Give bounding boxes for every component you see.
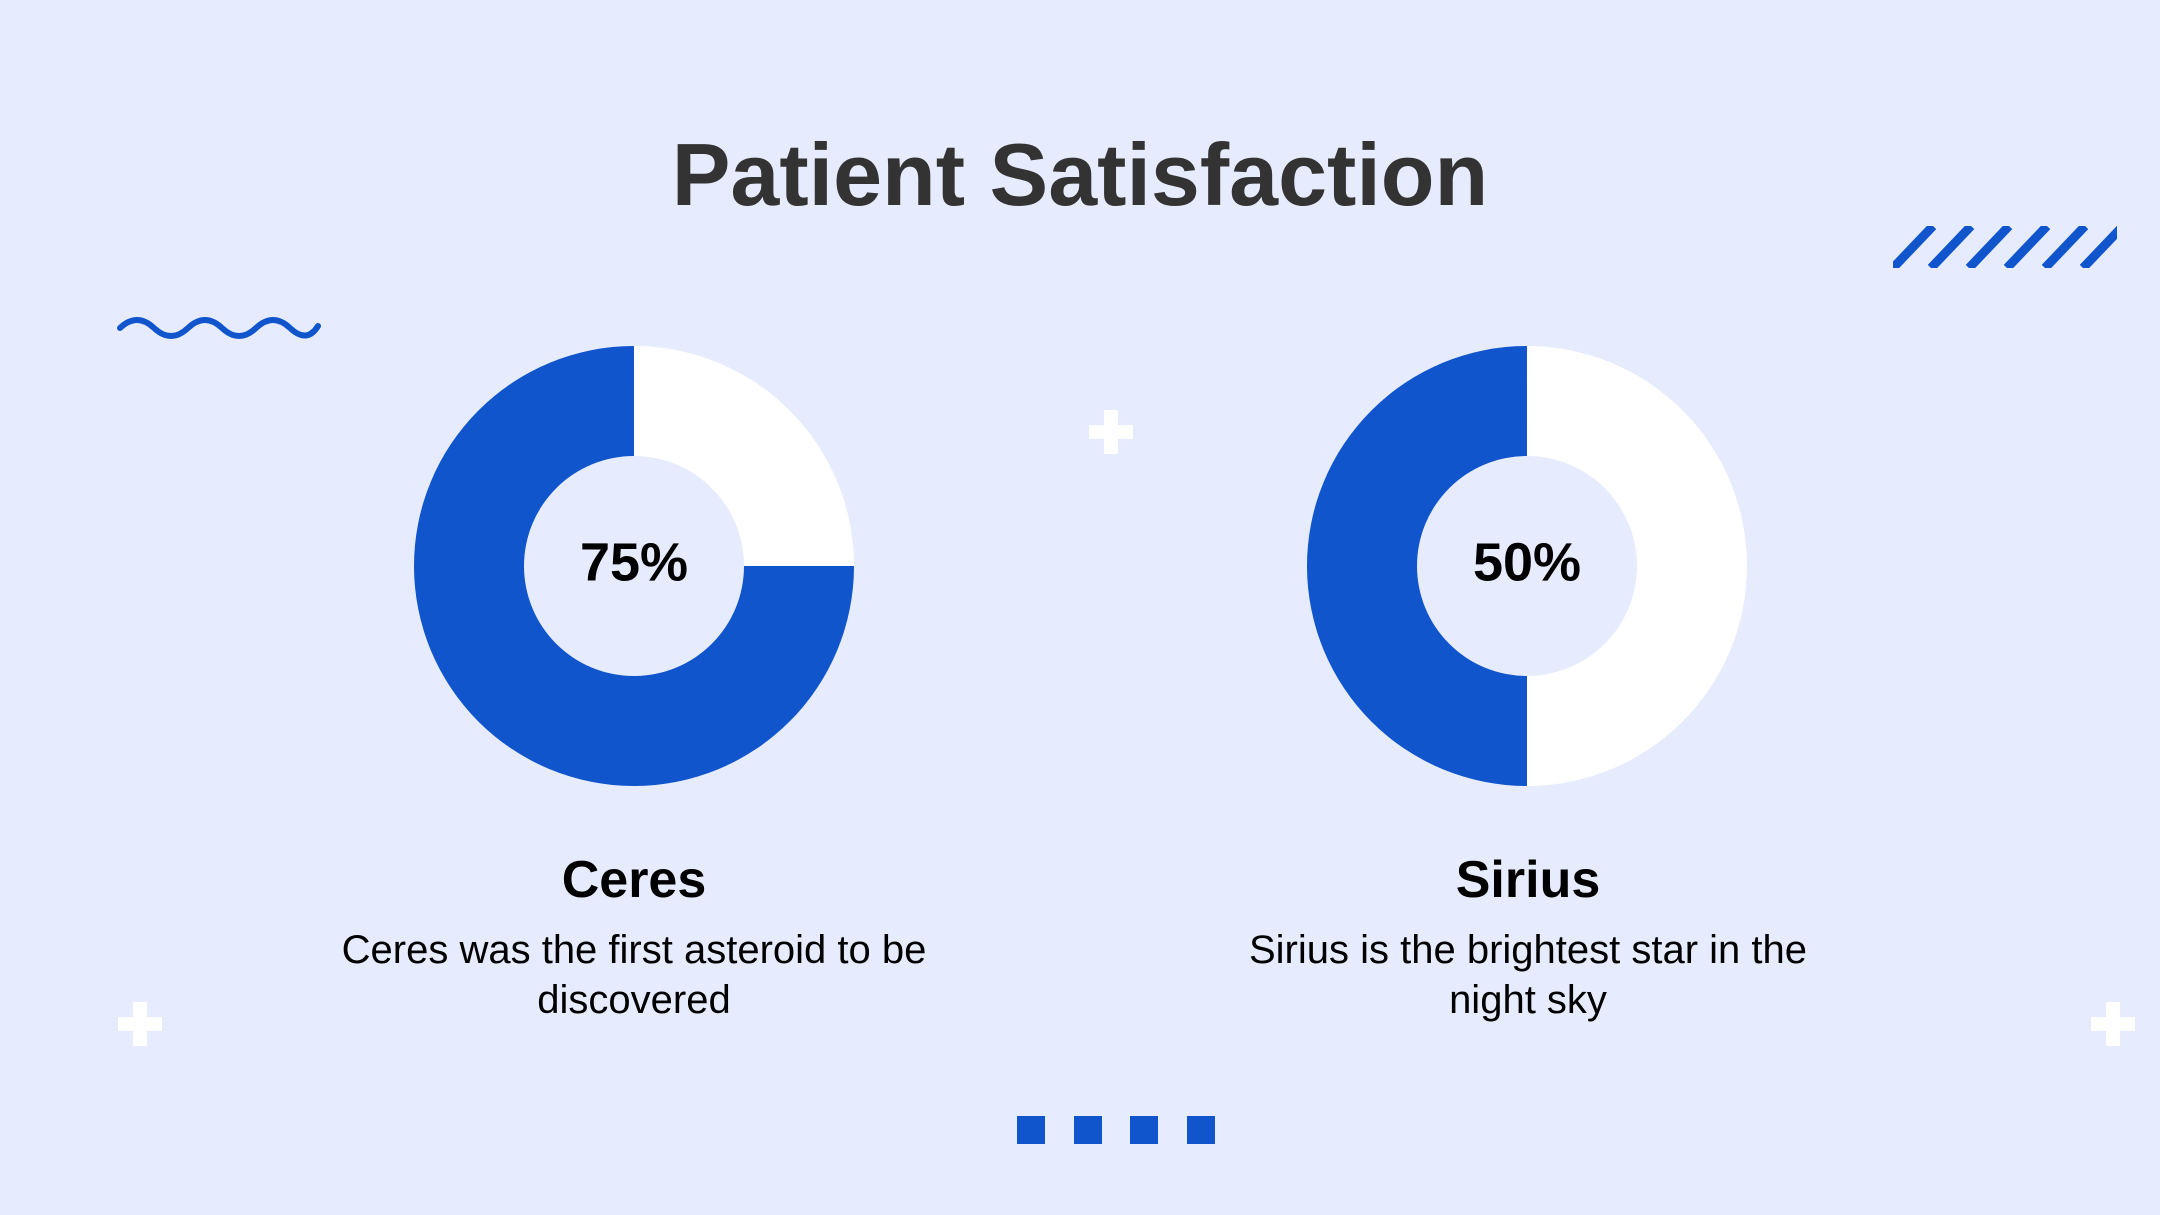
cross-decoration-right: [2091, 1002, 2135, 1046]
card-title-sirius: Sirius: [1455, 851, 1601, 909]
donut-chart-sirius: 50%: [1306, 346, 1747, 786]
card-description-ceres: Ceres was the first asteroid to be disco…: [284, 925, 984, 1025]
card-description-text-ceres: Ceres was the first asteroid to be disco…: [341, 928, 927, 1022]
donut-remainder-sirius: [1527, 346, 1747, 786]
stripe-line: [1893, 226, 1937, 268]
stripe-line: [2121, 226, 2160, 268]
cross-decoration-top: [1089, 410, 1133, 454]
donut-value-sirius: [1306, 346, 1527, 786]
squares-decoration: [1017, 1116, 1215, 1144]
stripe-line: [2041, 226, 2089, 268]
stripe-line: [2003, 226, 2051, 268]
donut-label-sirius: 50%: [1473, 532, 1581, 592]
stripe-line: [1965, 226, 2013, 268]
donut-label-ceres: 75%: [580, 532, 688, 592]
card-description-text-sirius: Sirius is the brightest star in the nigh…: [1248, 928, 1808, 1022]
donut-chart-ceres: 75%: [414, 346, 854, 786]
cross-decoration-left: [118, 1002, 162, 1046]
donut-value-ceres: [414, 346, 854, 786]
card-description-sirius: Sirius is the brightest star in the nigh…: [1178, 925, 1878, 1025]
page-title: Patient Satisfaction: [671, 125, 1489, 224]
wave-decoration: [117, 317, 321, 339]
stripe-line: [1927, 226, 1975, 268]
card-title-ceres: Ceres: [561, 851, 707, 909]
stripes-decoration: [1893, 226, 2160, 268]
donut-remainder-ceres: [634, 346, 854, 566]
stripe-line: [2079, 226, 2117, 268]
